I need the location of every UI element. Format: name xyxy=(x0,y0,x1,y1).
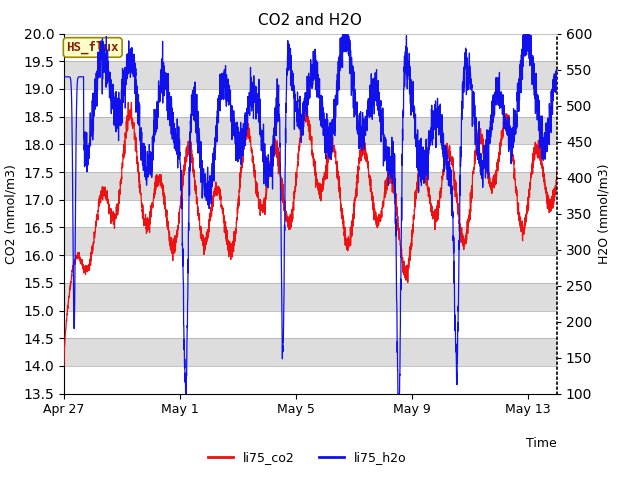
li75_co2 xyxy=(543,199,551,205)
li75_co2 xyxy=(490,180,498,186)
li75_h2o xyxy=(553,69,561,74)
li75_h2o xyxy=(490,91,498,97)
li75_co2 xyxy=(146,229,154,235)
li75_co2 xyxy=(60,363,68,369)
li75_co2 xyxy=(271,148,278,154)
Bar xyxy=(64,228,557,255)
Y-axis label: H2O (mmol/m3): H2O (mmol/m3) xyxy=(598,163,611,264)
li75_h2o xyxy=(60,74,68,80)
Legend: li75_co2, li75_h2o: li75_co2, li75_h2o xyxy=(202,446,412,469)
Bar xyxy=(64,338,557,366)
li75_h2o xyxy=(250,96,257,102)
li75_co2 xyxy=(553,168,561,173)
li75_h2o xyxy=(146,153,154,159)
Bar xyxy=(64,117,557,144)
Line: li75_h2o: li75_h2o xyxy=(64,34,557,394)
li75_co2 xyxy=(124,99,132,105)
Line: li75_co2: li75_co2 xyxy=(64,102,557,366)
li75_h2o xyxy=(271,139,278,145)
Text: Time: Time xyxy=(526,437,557,450)
Title: CO2 and H2O: CO2 and H2O xyxy=(259,13,362,28)
li75_h2o xyxy=(543,120,551,126)
Text: HS_flux: HS_flux xyxy=(67,41,119,54)
Bar xyxy=(64,283,557,311)
li75_h2o xyxy=(116,114,124,120)
Bar xyxy=(64,61,557,89)
li75_h2o xyxy=(340,31,348,36)
Bar xyxy=(64,172,557,200)
li75_h2o xyxy=(182,391,190,396)
li75_co2 xyxy=(250,154,257,160)
Y-axis label: CO2 (mmol/m3): CO2 (mmol/m3) xyxy=(5,164,18,264)
li75_co2 xyxy=(116,190,124,196)
